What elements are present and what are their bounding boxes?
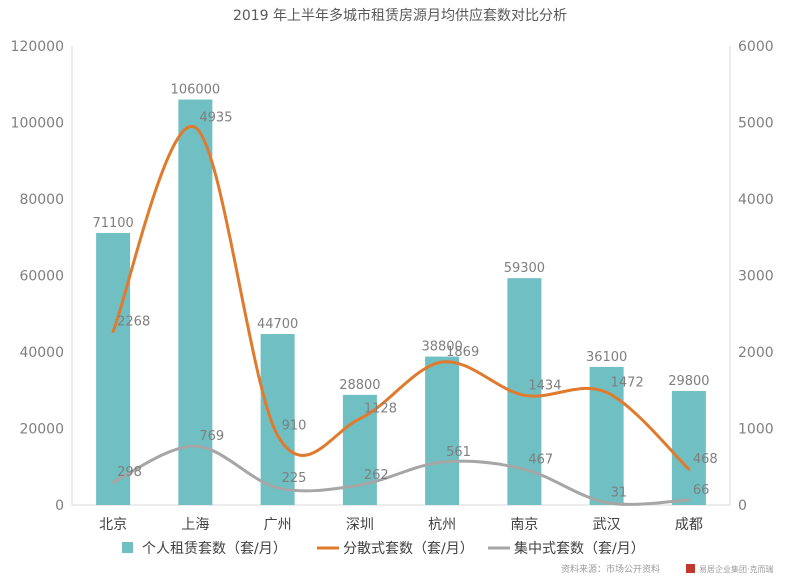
right-tick-label: 1000: [738, 422, 774, 438]
chart-title: 2019 年上半年多城市租赁房源月均供应套数对比分析: [233, 7, 567, 24]
line-value-label: 769: [199, 429, 224, 444]
axes: 0 20000 40000 60000 80000 100000 120000 0 1000 20…: [11, 39, 774, 533]
dispersed-line: [111, 124, 691, 471]
line-value-label: 1434: [528, 378, 561, 393]
bar-series: [96, 99, 706, 506]
bar-value-label: 29800: [668, 374, 709, 389]
line-value-label: 225: [282, 471, 307, 486]
line-series: [111, 124, 691, 506]
right-tick-label: 6000: [738, 39, 774, 55]
left-tick-label: 120000: [11, 39, 64, 55]
right-tick-label: 3000: [738, 269, 774, 285]
bar-value-label: 38800: [421, 340, 462, 355]
left-tick-label: 80000: [19, 192, 64, 208]
left-tick-label: 100000: [11, 116, 64, 132]
data-labels: 71100 106000 44700 28800 38800 59300 36100 2980…: [92, 83, 717, 501]
right-tick-label: 4000: [738, 192, 774, 208]
category-label: 成都: [675, 517, 703, 533]
bar-value-label: 106000: [171, 83, 221, 98]
concentrated-line: [111, 444, 691, 506]
bar-value-label: 71100: [92, 216, 133, 231]
category-label: 南京: [510, 517, 538, 533]
bar-value-label: 36100: [586, 350, 627, 365]
brand-logo: [686, 564, 695, 573]
bar-value-label: 44700: [257, 317, 298, 332]
right-tick-label: 5000: [738, 116, 774, 132]
line-value-label: 31: [611, 486, 628, 501]
category-label: 深圳: [346, 517, 374, 533]
line-value-label: 467: [528, 452, 553, 467]
line-value-label: 4935: [199, 110, 232, 125]
line-value-label: 66: [693, 483, 710, 498]
bar: [178, 99, 213, 506]
bar: [671, 391, 706, 505]
legend-label: 集中式套数（套/月）: [514, 540, 645, 557]
bar-value-label: 28800: [339, 378, 380, 393]
legend-label: 分散式套数（套/月）: [343, 541, 474, 557]
brand-text: 易居企业集团·克而瑞: [699, 564, 774, 574]
legend: 个人租赁套数（套/月） 分散式套数（套/月） 集中式套数（套/月）: [122, 540, 645, 557]
right-tick-label: 2000: [738, 345, 774, 361]
left-tick-label: 0: [55, 498, 64, 514]
left-tick-label: 40000: [19, 345, 64, 361]
bar: [260, 334, 295, 505]
right-tick-label: 0: [738, 498, 747, 514]
category-label: 广州: [264, 517, 292, 533]
left-tick-label: 20000: [19, 422, 64, 438]
line-value-label: 910: [282, 418, 307, 433]
line-value-label: 1128: [364, 402, 397, 417]
bar: [425, 356, 460, 505]
bar-value-label: 59300: [504, 261, 545, 276]
line-value-label: 262: [364, 468, 389, 483]
category-label: 北京: [99, 517, 127, 533]
line-value-label: 468: [693, 452, 718, 467]
category-label: 杭州: [428, 517, 456, 533]
line-value-label: 2268: [117, 314, 150, 329]
left-tick-label: 60000: [19, 269, 64, 285]
line-value-label: 1472: [611, 375, 644, 390]
footer: 资料来源：市场公开资料 易居企业集团·克而瑞: [561, 563, 774, 575]
category-label: 上海: [181, 517, 209, 533]
line-value-label: 298: [117, 465, 142, 480]
bar: [96, 233, 131, 506]
category-label: 武汉: [593, 517, 621, 533]
legend-label: 个人租赁套数（套/月）: [142, 541, 287, 557]
line-value-label: 561: [446, 445, 471, 460]
line-value-label: 1869: [446, 345, 479, 360]
legend-swatch-bar: [122, 542, 133, 553]
source-note: 资料来源：市场公开资料: [561, 563, 660, 575]
